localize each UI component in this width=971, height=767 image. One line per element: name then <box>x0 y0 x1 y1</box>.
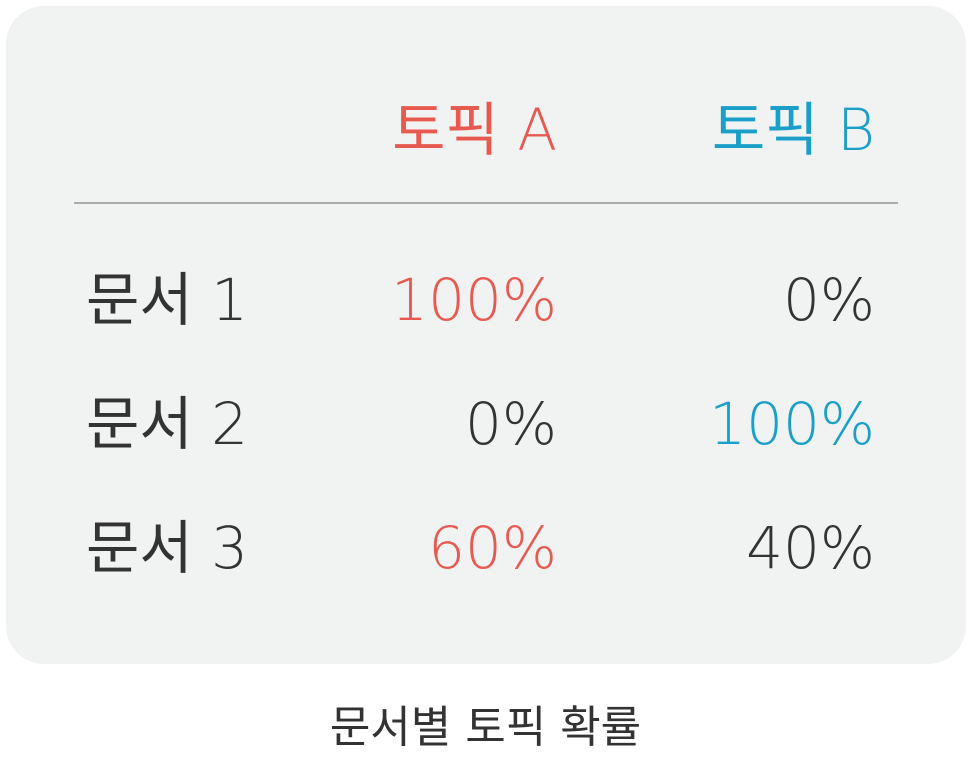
row-label-doc-2: 문서 2 <box>86 390 249 458</box>
header-divider <box>74 202 898 204</box>
cell-doc-2-topic-b: 100% <box>709 390 875 458</box>
cell-doc-2-topic-a: 0% <box>464 390 557 458</box>
caption: 문서별 토픽 확률 <box>329 702 642 753</box>
cell-doc-1-topic-b: 0% <box>782 266 875 334</box>
row-label-doc-3: 문서 3 <box>86 514 249 582</box>
row-label-doc-1: 문서 1 <box>86 266 249 334</box>
cell-doc-3-topic-a: 60% <box>428 514 557 582</box>
cell-doc-1-topic-a: 100% <box>391 266 557 334</box>
column-header-topic-b: 토픽 B <box>711 96 875 164</box>
column-header-topic-a: 토픽 A <box>392 96 557 164</box>
topic-probability-card <box>6 6 966 664</box>
cell-doc-3-topic-b: 40% <box>746 514 875 582</box>
